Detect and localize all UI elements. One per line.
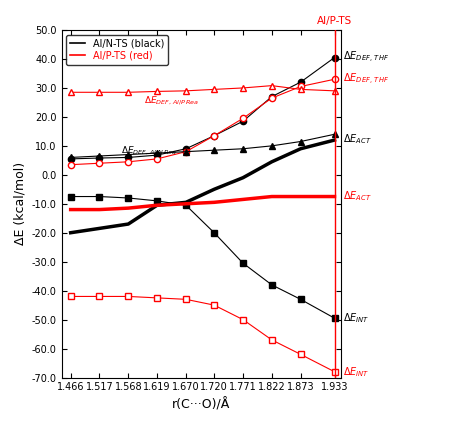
Text: $\Delta E_{DEF,\,Al/P\,Rea}$: $\Delta E_{DEF,\,Al/P\,Rea}$ xyxy=(144,94,199,107)
Y-axis label: ΔE (kcal/mol): ΔE (kcal/mol) xyxy=(13,162,26,245)
Legend: Al/N-TS (black), Al/P-TS (red): Al/N-TS (black), Al/P-TS (red) xyxy=(66,35,168,65)
X-axis label: r(C···O)/Å: r(C···O)/Å xyxy=(172,398,231,411)
Text: $\Delta E_{DEF,\,Al/N\,Rea}$: $\Delta E_{DEF,\,Al/N\,Rea}$ xyxy=(121,144,177,157)
Text: $\Delta E_{DEF,\,THF}$: $\Delta E_{DEF,\,THF}$ xyxy=(343,50,389,65)
Text: $\Delta E_{INT}$: $\Delta E_{INT}$ xyxy=(343,311,370,325)
Text: Al/P-TS: Al/P-TS xyxy=(317,16,352,26)
Text: $\Delta E_{DEF,\,THF}$: $\Delta E_{DEF,\,THF}$ xyxy=(343,72,389,87)
Text: $\Delta E_{ACT}$: $\Delta E_{ACT}$ xyxy=(343,190,372,203)
Text: $\Delta E_{ACT}$: $\Delta E_{ACT}$ xyxy=(343,132,372,145)
Text: $\Delta E_{INT}$: $\Delta E_{INT}$ xyxy=(343,365,370,379)
